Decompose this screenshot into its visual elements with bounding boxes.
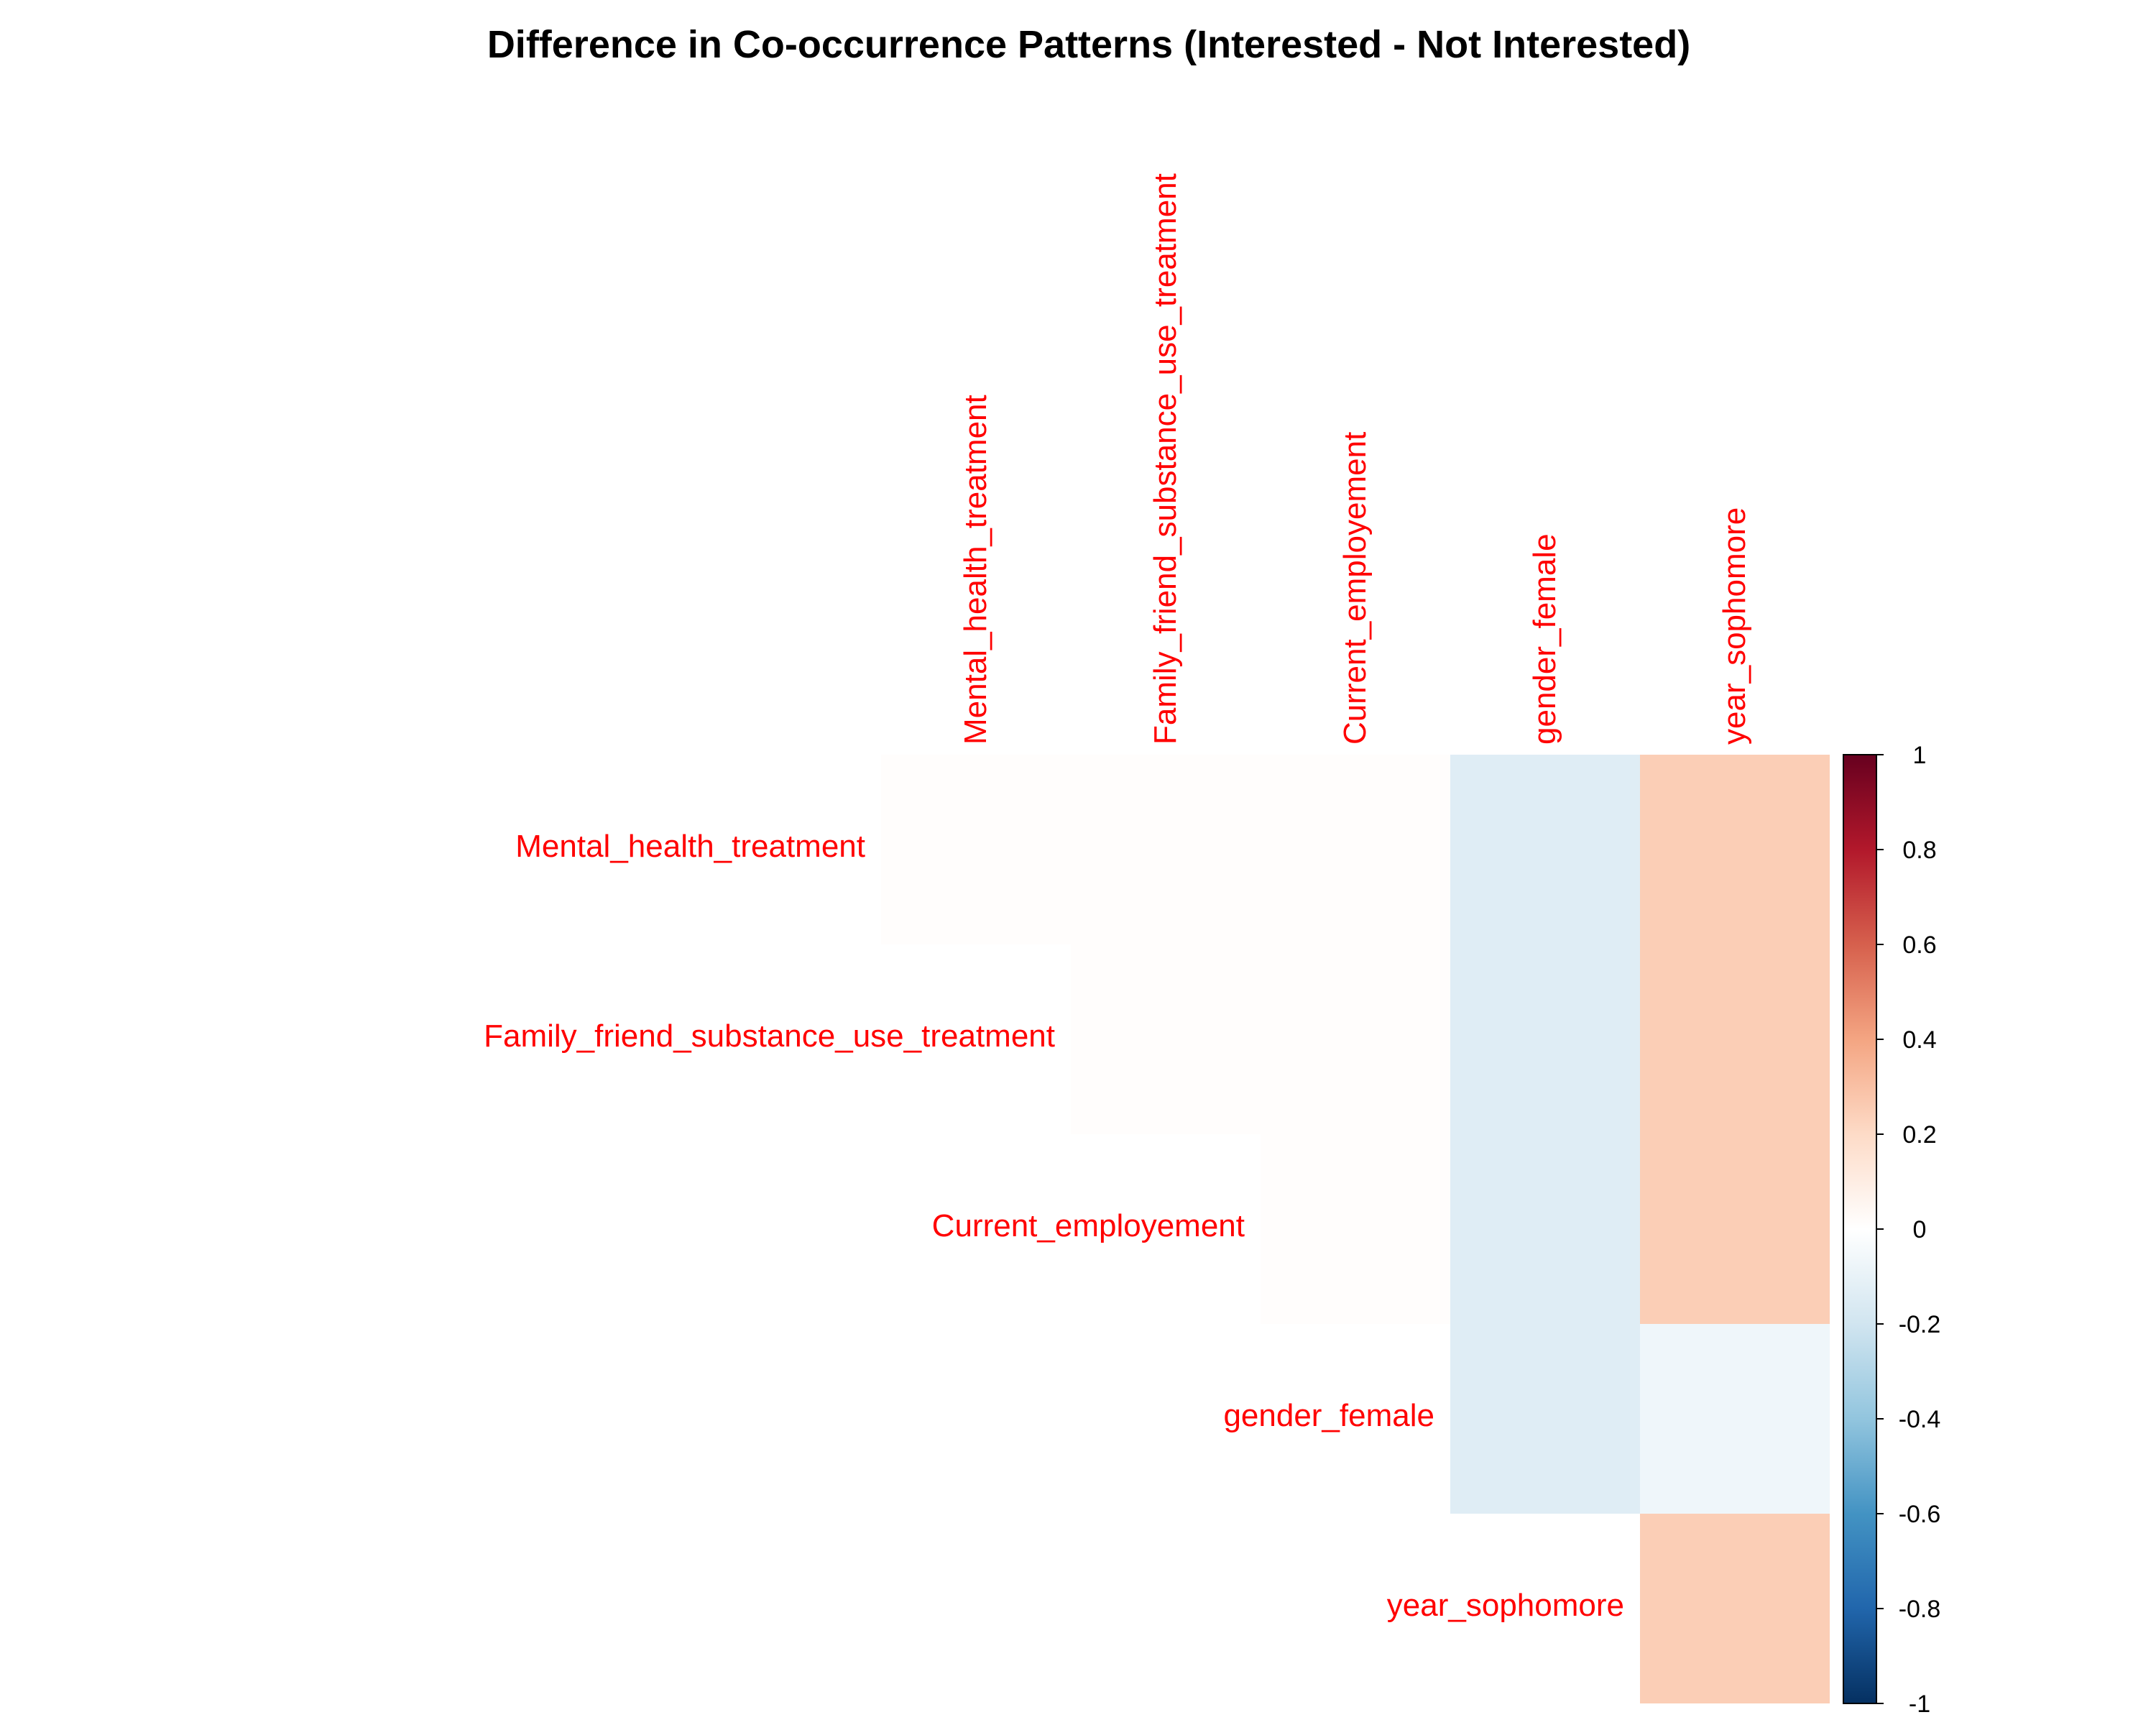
row-label: Mental_health_treatment xyxy=(515,829,865,864)
heatmap-cell-4-4 xyxy=(1640,1514,1830,1703)
column-label: gender_female xyxy=(1527,533,1562,745)
row-label: gender_female xyxy=(1223,1398,1434,1433)
heatmap-cell-1-4 xyxy=(1640,944,1830,1134)
colorbar-tick-label: 0.6 xyxy=(1902,932,1936,959)
row-labels: Mental_health_treatment Family_friend_sub… xyxy=(484,829,1624,1623)
row-label: year_sophomore xyxy=(1387,1588,1624,1623)
heatmap-cell-2-4 xyxy=(1640,1134,1830,1324)
row-label: Current_employement xyxy=(932,1208,1245,1243)
colorbar-tick-label: 0 xyxy=(1913,1216,1927,1243)
heatmap-cell-0-2 xyxy=(1261,755,1450,944)
colorbar-tick-label: -0.8 xyxy=(1899,1596,1941,1623)
heatmap-cells xyxy=(881,755,1830,1703)
heatmap-cell-1-2 xyxy=(1261,944,1450,1134)
colorbar-gradient xyxy=(1843,754,1877,1704)
heatmap-cell-1-1 xyxy=(1071,944,1261,1134)
heatmap-cell-2-2 xyxy=(1261,1134,1450,1324)
colorbar-tick-label: -0.2 xyxy=(1899,1311,1941,1338)
column-label: year_sophomore xyxy=(1717,507,1752,745)
colorbar-tick-label: -0.6 xyxy=(1899,1501,1941,1528)
colorbar-tick-label: -0.4 xyxy=(1899,1406,1941,1433)
column-label: Family_friend_substance_use_treatment xyxy=(1148,173,1183,745)
heatmap-cell-0-0 xyxy=(881,755,1071,944)
heatmap-cell-0-4 xyxy=(1640,755,1830,944)
heatmap-cell-3-4 xyxy=(1640,1324,1830,1514)
heatmap-cell-0-3 xyxy=(1450,755,1640,944)
column-labels: Mental_health_treatment Family_friend_sub… xyxy=(958,173,1752,745)
chart-title: Difference in Co-occurrence Patterns (In… xyxy=(487,23,1690,66)
heatmap-cell-1-3 xyxy=(1450,944,1640,1134)
colorbar-tick-label: 0.8 xyxy=(1902,837,1936,864)
colorbar-tick-label: 1 xyxy=(1913,742,1927,769)
column-label: Current_employement xyxy=(1337,432,1373,745)
colorbar: 1 0.8 0.6 0.4 0.2 0 -0.2 -0.4 -0.6 -0.8 -1 xyxy=(1843,742,1940,1718)
row-label: Family_friend_substance_use_treatment xyxy=(484,1018,1055,1054)
colorbar-tick-label: 0.2 xyxy=(1902,1121,1936,1149)
column-label: Mental_health_treatment xyxy=(958,395,993,745)
heatmap-cell-0-1 xyxy=(1071,755,1261,944)
colorbar-tick-label: -1 xyxy=(1909,1690,1930,1718)
colorbar-tick-label: 0.4 xyxy=(1902,1026,1936,1054)
heatmap-cell-3-3 xyxy=(1450,1324,1640,1514)
heatmap-cell-2-3 xyxy=(1450,1134,1640,1324)
